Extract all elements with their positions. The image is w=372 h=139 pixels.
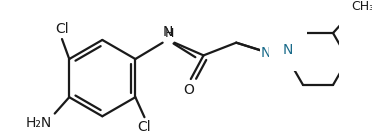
Text: H: H	[164, 27, 174, 40]
Text: H₂N: H₂N	[26, 116, 52, 130]
Text: N: N	[283, 43, 293, 57]
Text: CH₃: CH₃	[351, 0, 372, 13]
Text: N: N	[163, 25, 173, 39]
Text: O: O	[183, 83, 195, 97]
Text: Cl: Cl	[55, 22, 69, 36]
Text: Cl: Cl	[138, 120, 151, 134]
Text: N: N	[260, 46, 270, 60]
